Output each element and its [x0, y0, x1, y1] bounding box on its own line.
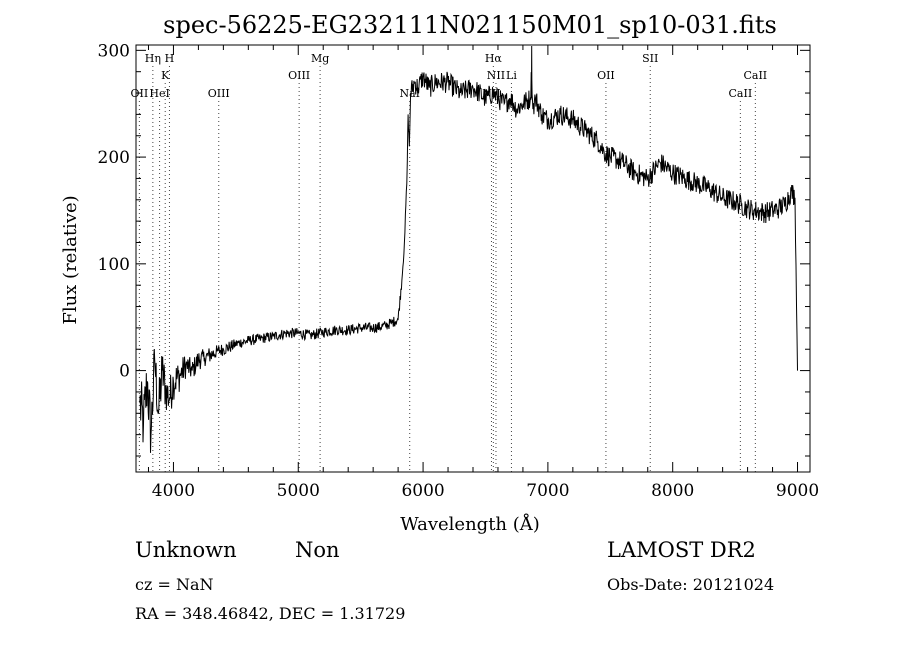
chart-title: spec-56225-EG232111N021150M01_sp10-031.f… — [163, 11, 777, 39]
line-marker-label: OIII — [208, 87, 230, 100]
y-tick-label: 100 — [98, 255, 130, 275]
redshift-cz: cz = NaN — [135, 575, 214, 594]
y-tick-label: 200 — [98, 148, 130, 168]
line-marker-label: NII — [487, 69, 505, 82]
x-tick-label: 7000 — [526, 481, 569, 501]
line-marker-label: K — [161, 69, 170, 82]
survey-name: LAMOST DR2 — [607, 538, 756, 562]
y-tick-label: 0 — [119, 362, 130, 382]
x-tick-label: 5000 — [277, 481, 320, 501]
y-axis-label: Flux (relative) — [60, 195, 81, 324]
line-marker-label: Hα — [485, 52, 503, 65]
x-tick-label: 8000 — [651, 481, 694, 501]
y-tick-label: 300 — [98, 41, 130, 61]
x-tick-label: 4000 — [152, 481, 195, 501]
line-marker-label: H — [165, 52, 175, 65]
line-marker-label: Li — [506, 69, 517, 82]
line-marker-label: Mg — [311, 52, 329, 65]
object-subclass: Non — [295, 538, 340, 562]
ra-dec-coordinates: RA = 348.46842, DEC = 1.31729 — [135, 604, 406, 623]
line-marker-label: CaII — [743, 69, 767, 82]
line-marker-label: OII — [597, 69, 615, 82]
observation-date: Obs-Date: 20121024 — [607, 575, 775, 594]
flux-series-line — [139, 45, 798, 453]
line-marker-label: CaII — [729, 87, 753, 100]
line-marker-label: OIII — [288, 69, 310, 82]
axis-ticks: 4000 5000 6000 7000 8000 9000 0 100 200 300 — [98, 41, 820, 501]
line-marker-label: SII — [642, 52, 658, 65]
plot-frame — [135, 44, 811, 473]
line-marker-label: Hη — [145, 52, 161, 65]
x-tick-label: 6000 — [401, 481, 444, 501]
x-tick-label: 9000 — [776, 481, 819, 501]
x-axis-label: Wavelength (Å) — [400, 513, 540, 535]
line-marker-label: HeI — [149, 87, 169, 100]
object-class: Unknown — [135, 538, 237, 562]
line-marker-label: NaI — [399, 87, 420, 100]
